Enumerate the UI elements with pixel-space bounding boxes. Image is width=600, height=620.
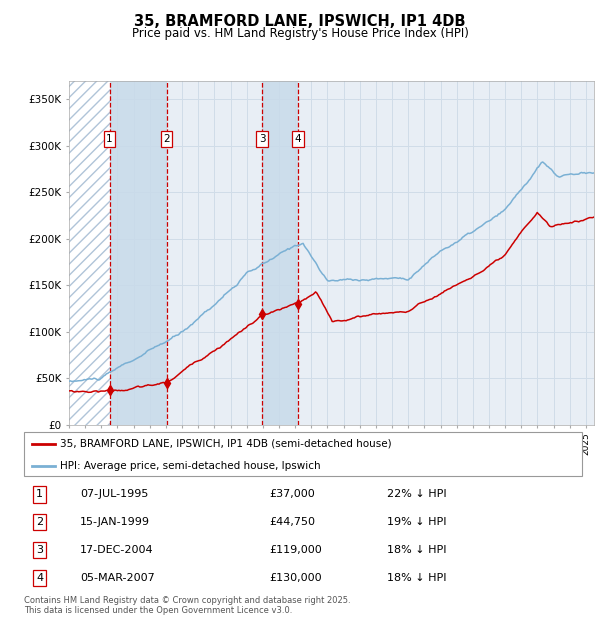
Text: Contains HM Land Registry data © Crown copyright and database right 2025.: Contains HM Land Registry data © Crown c… xyxy=(24,596,350,606)
Text: 35, BRAMFORD LANE, IPSWICH, IP1 4DB (semi-detached house): 35, BRAMFORD LANE, IPSWICH, IP1 4DB (sem… xyxy=(60,438,392,449)
Text: 3: 3 xyxy=(259,134,266,144)
Bar xyxy=(69,81,110,425)
Text: 4: 4 xyxy=(295,134,301,144)
Bar xyxy=(262,81,298,425)
Text: 17-DEC-2004: 17-DEC-2004 xyxy=(80,545,154,556)
Text: 4: 4 xyxy=(36,573,43,583)
Text: Price paid vs. HM Land Registry's House Price Index (HPI): Price paid vs. HM Land Registry's House … xyxy=(131,27,469,40)
Text: 2: 2 xyxy=(163,134,170,144)
Text: 1: 1 xyxy=(106,134,113,144)
Text: 18% ↓ HPI: 18% ↓ HPI xyxy=(387,545,446,556)
Text: 15-JAN-1999: 15-JAN-1999 xyxy=(80,517,150,528)
Text: 35, BRAMFORD LANE, IPSWICH, IP1 4DB: 35, BRAMFORD LANE, IPSWICH, IP1 4DB xyxy=(134,14,466,29)
Text: £44,750: £44,750 xyxy=(269,517,316,528)
Text: 19% ↓ HPI: 19% ↓ HPI xyxy=(387,517,446,528)
Text: This data is licensed under the Open Government Licence v3.0.: This data is licensed under the Open Gov… xyxy=(24,606,292,616)
Text: £130,000: £130,000 xyxy=(269,573,322,583)
Text: 1: 1 xyxy=(36,489,43,500)
Text: 07-JUL-1995: 07-JUL-1995 xyxy=(80,489,148,500)
Text: 22% ↓ HPI: 22% ↓ HPI xyxy=(387,489,446,500)
Text: 05-MAR-2007: 05-MAR-2007 xyxy=(80,573,155,583)
Text: 3: 3 xyxy=(36,545,43,556)
Bar xyxy=(110,81,167,425)
Text: £119,000: £119,000 xyxy=(269,545,322,556)
Text: £37,000: £37,000 xyxy=(269,489,315,500)
Text: 18% ↓ HPI: 18% ↓ HPI xyxy=(387,573,446,583)
Text: HPI: Average price, semi-detached house, Ipswich: HPI: Average price, semi-detached house,… xyxy=(60,461,321,471)
Text: 2: 2 xyxy=(36,517,43,528)
